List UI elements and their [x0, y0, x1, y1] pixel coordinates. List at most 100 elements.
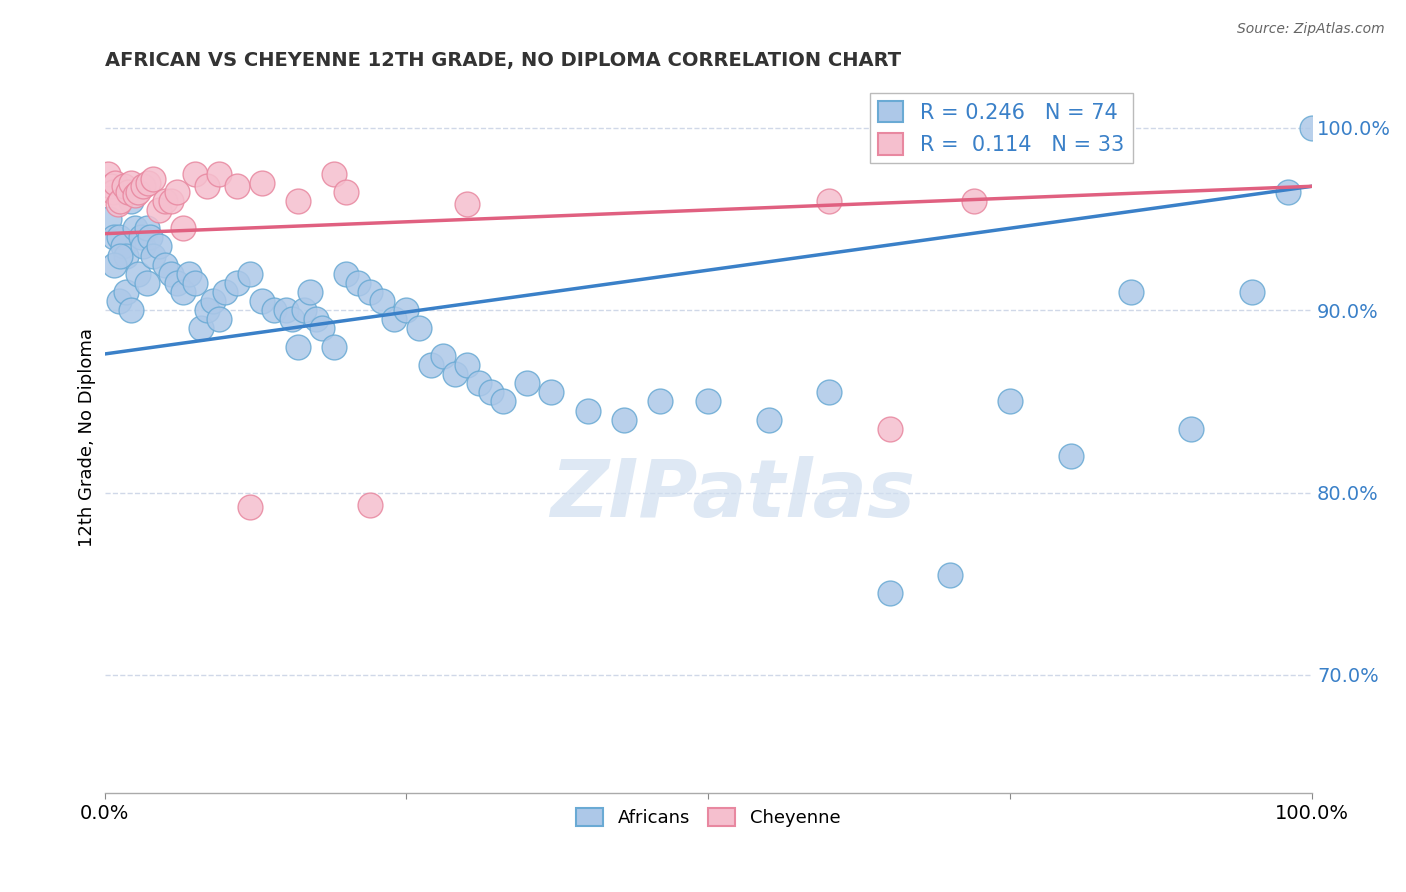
Point [127, 267, 149, 281]
Point [103, 258, 125, 272]
Text: ZIPatlas: ZIPatlas [550, 456, 915, 533]
Point [103, 230, 125, 244]
Point [97, 167, 120, 181]
Point [142, 172, 165, 186]
Point [250, 176, 273, 190]
Point [124, 188, 146, 202]
Point [305, 312, 328, 326]
Point [613, 412, 636, 426]
Point [456, 197, 478, 211]
Point [292, 303, 315, 318]
Point [136, 176, 159, 190]
Text: AFRICAN VS CHEYENNE 12TH GRADE, NO DIPLOMA CORRELATION CHART: AFRICAN VS CHEYENNE 12TH GRADE, NO DIPLO… [104, 51, 901, 70]
Point [335, 185, 357, 199]
Point [107, 197, 129, 211]
Point [479, 385, 502, 400]
Point [101, 185, 124, 199]
Point [384, 312, 406, 326]
Point [335, 267, 357, 281]
Point [202, 294, 225, 309]
Point [263, 303, 285, 318]
Point [281, 312, 304, 326]
Point [108, 230, 131, 244]
Point [879, 422, 901, 436]
Point [195, 179, 218, 194]
Point [347, 276, 370, 290]
Point [129, 230, 152, 244]
Point [408, 321, 430, 335]
Point [287, 194, 309, 208]
Point [104, 176, 127, 190]
Point [148, 202, 170, 217]
Point [1059, 449, 1081, 463]
Point [110, 248, 132, 262]
Point [120, 194, 142, 208]
Point [818, 385, 841, 400]
Point [226, 276, 249, 290]
Point [148, 239, 170, 253]
Point [371, 294, 394, 309]
Point [139, 230, 162, 244]
Point [648, 394, 671, 409]
Point [190, 321, 212, 335]
Point [117, 185, 139, 199]
Point [697, 394, 720, 409]
Point [576, 403, 599, 417]
Point [166, 276, 188, 290]
Point [250, 294, 273, 309]
Point [184, 276, 207, 290]
Point [208, 167, 231, 181]
Point [1277, 185, 1299, 199]
Point [323, 167, 346, 181]
Point [172, 221, 194, 235]
Point [1301, 120, 1323, 135]
Point [419, 358, 441, 372]
Point [124, 221, 146, 235]
Point [100, 179, 122, 194]
Point [939, 567, 962, 582]
Point [287, 340, 309, 354]
Point [135, 276, 157, 290]
Point [179, 267, 201, 281]
Point [456, 358, 478, 372]
Point [195, 303, 218, 318]
Point [311, 321, 333, 335]
Point [443, 367, 465, 381]
Point [120, 176, 142, 190]
Point [879, 586, 901, 600]
Point [298, 285, 321, 299]
Point [132, 239, 155, 253]
Point [172, 285, 194, 299]
Point [184, 167, 207, 181]
Point [132, 179, 155, 194]
Point [818, 194, 841, 208]
Point [1000, 394, 1022, 409]
Point [112, 179, 135, 194]
Point [323, 340, 346, 354]
Point [1119, 285, 1142, 299]
Point [153, 258, 176, 272]
Point [516, 376, 538, 391]
Point [540, 385, 562, 400]
Point [359, 498, 381, 512]
Point [160, 194, 183, 208]
Point [238, 267, 260, 281]
Point [120, 303, 142, 318]
Point [492, 394, 515, 409]
Legend: Africans, Cheyenne: Africans, Cheyenne [569, 800, 848, 834]
Point [153, 194, 176, 208]
Point [1180, 422, 1202, 436]
Point [166, 185, 188, 199]
Point [359, 285, 381, 299]
Point [135, 221, 157, 235]
Point [108, 294, 131, 309]
Point [758, 412, 780, 426]
Point [238, 500, 260, 515]
Point [115, 248, 138, 262]
Text: Source: ZipAtlas.com: Source: ZipAtlas.com [1237, 22, 1385, 37]
Point [127, 185, 149, 199]
Point [214, 285, 236, 299]
Point [115, 285, 138, 299]
Point [1240, 285, 1263, 299]
Point [395, 303, 418, 318]
